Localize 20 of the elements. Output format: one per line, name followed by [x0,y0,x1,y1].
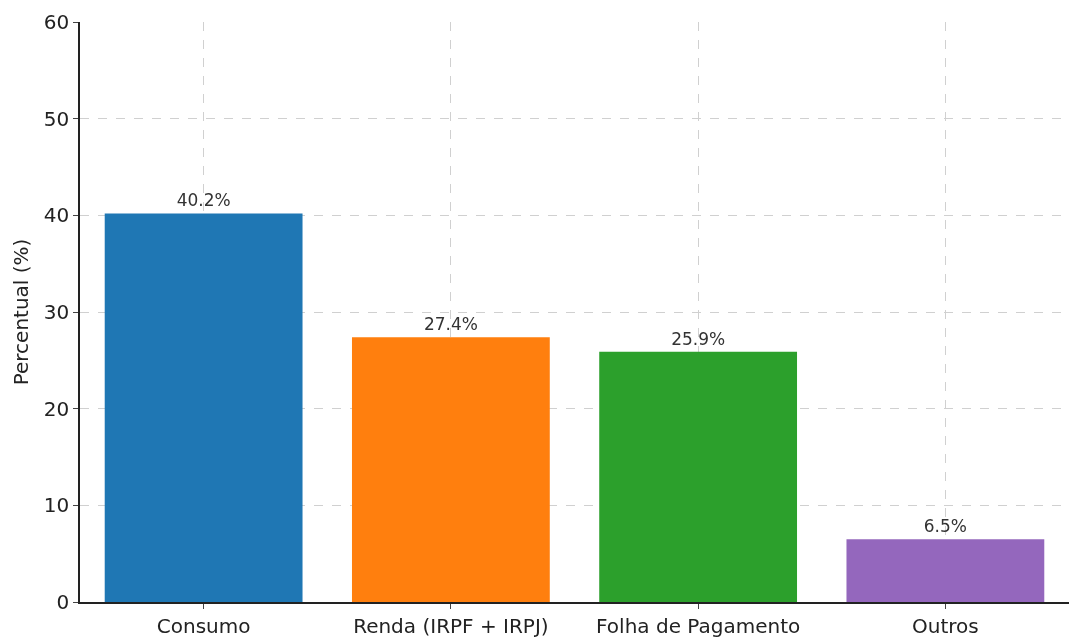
x-tick-label: Folha de Pagamento [596,613,801,638]
bar [846,539,1045,602]
y-tick-label: 0 [56,590,70,614]
bar [104,213,303,602]
data-label: 25.9% [671,328,726,349]
y-tick-label: 30 [43,300,70,324]
bar [599,351,798,602]
y-tick-label: 40 [43,203,70,228]
data-label: 6.5% [923,516,967,537]
y-tick-label: 20 [43,396,70,421]
data-label: 40.2% [176,190,231,211]
x-tick-label: Renda (IRPF + IRPJ) [353,613,549,638]
y-tick-label: 60 [43,10,70,34]
y-tick-label: 50 [43,106,70,131]
x-tick-label: Consumo [156,613,251,638]
y-axis-title: Percentual (%) [8,238,33,386]
x-tick-label: Outros [912,613,979,638]
data-label: 27.4% [423,314,478,335]
y-tick-label: 10 [43,493,70,518]
bar [351,337,550,602]
